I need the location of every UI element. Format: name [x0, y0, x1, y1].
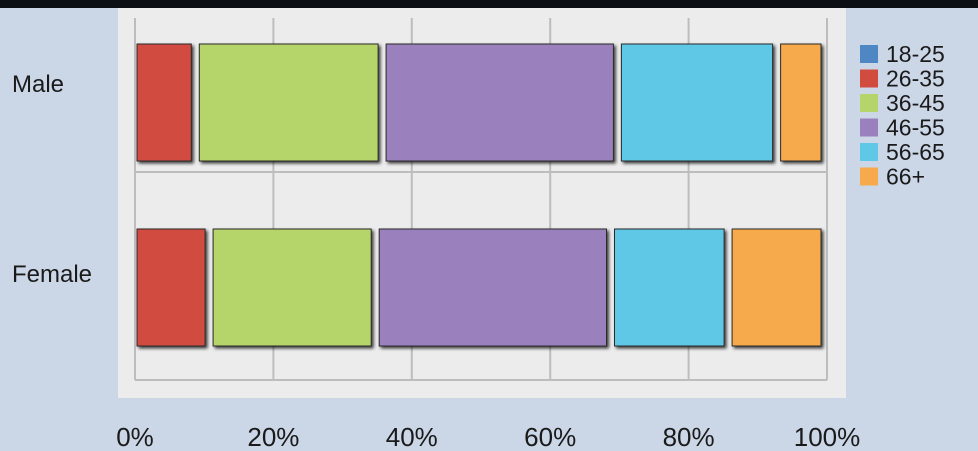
category-label-female: Female: [12, 261, 92, 288]
x-tick-label: 20%: [247, 422, 299, 451]
legend-label: 26-35: [886, 66, 945, 92]
legend-label: 36-45: [886, 90, 945, 116]
legend-label: 56-65: [886, 139, 945, 165]
legend-label: 18-25: [886, 41, 945, 67]
legend-swatch: [860, 45, 878, 63]
bar-male-66plus: [780, 43, 822, 162]
bar-female-26-35: [136, 228, 206, 347]
x-tick-label: 60%: [524, 422, 576, 451]
legend-label: 46-55: [886, 115, 945, 141]
legend-swatch: [860, 118, 878, 137]
x-tick-label: 100%: [794, 422, 861, 451]
bar-male-46-55: [385, 43, 614, 162]
bars: [136, 43, 822, 347]
bar-male-56-65: [620, 43, 774, 162]
x-tick-label: 0%: [116, 422, 154, 451]
x-tick-label: 40%: [386, 422, 438, 451]
legend-label: 66+: [886, 164, 925, 190]
x-axis-tick-labels: 0% 20% 40% 60% 80% 100%: [116, 422, 860, 451]
category-label-male: Male: [12, 71, 64, 98]
bar-male-36-45: [198, 43, 379, 162]
legend-swatch: [860, 94, 878, 112]
bar-female-56-65: [614, 228, 725, 347]
category-labels: Male Female: [12, 71, 92, 288]
bar-male-26-35: [136, 43, 192, 162]
legend-swatch: [860, 143, 878, 161]
legend-swatch: [860, 69, 878, 88]
bar-female-66plus: [731, 228, 822, 347]
x-tick-label: 80%: [663, 422, 715, 451]
bar-female-46-55: [378, 228, 608, 347]
bar-female-36-45: [212, 228, 372, 347]
legend-swatch: [860, 167, 878, 186]
top-border: [0, 0, 978, 8]
